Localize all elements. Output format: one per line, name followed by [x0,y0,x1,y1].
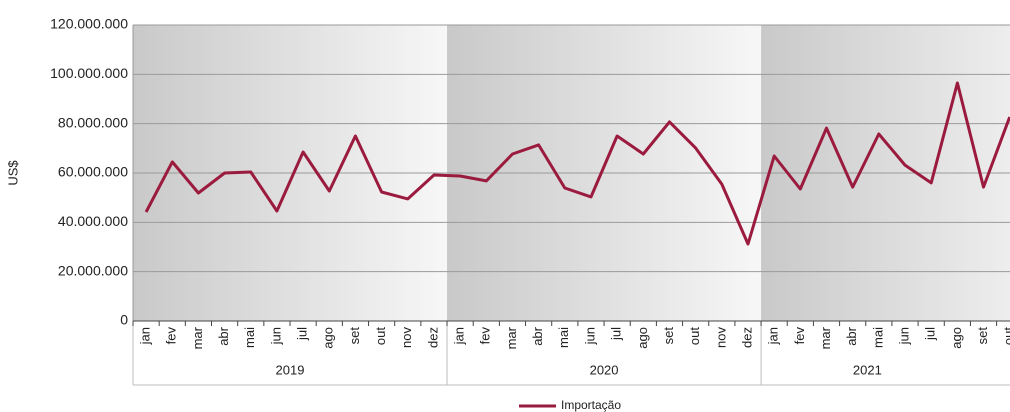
x-tick-label: set [975,327,990,345]
x-tick-label: abr [844,326,859,345]
x-tick-label: jan [138,327,153,345]
x-tick-label: abr [530,326,545,345]
year-label: 2020 [590,362,619,377]
x-tick-label: jan [766,327,781,345]
year-label: 2019 [276,362,305,377]
legend-label: Importação [561,398,621,412]
x-tick-label: jun [268,327,283,345]
x-tick-label: nov [713,327,728,348]
x-tick-label: jun [582,327,597,345]
y-tick-label: 100.000.000 [50,65,128,81]
x-tick-label: jan [452,327,467,345]
x-tick-label: set [661,327,676,345]
x-tick-label: set [347,327,362,345]
x-tick-label: mar [504,326,519,349]
year-label: 2021 [853,362,882,377]
x-tick-label: ago [321,327,336,349]
x-tick-label: mai [870,327,885,348]
y-axis-label: US$ [5,160,20,186]
x-tick-label: out [373,327,388,345]
x-tick-label: nov [399,327,414,348]
x-tick-label: jul [609,327,624,341]
x-tick-label: ago [949,327,964,349]
x-tick-label: mai [242,327,257,348]
y-tick-label: 0 [120,312,128,328]
x-tick-label: fev [478,327,493,345]
x-tick-label: fev [164,327,179,345]
x-tick-label: jul [923,327,938,341]
x-tick-label: fev [792,327,807,345]
x-tick-label: dez [739,327,754,348]
x-tick-label: abr [216,326,231,345]
y-tick-label: 20.000.000 [58,262,128,278]
x-tick-label: jun [896,327,911,345]
x-tick-label: dez [425,327,440,348]
y-tick-label: 120.000.000 [50,16,128,32]
x-tick-label: out [1001,327,1010,345]
x-tick-label: mai [556,327,571,348]
x-tick-label: ago [635,327,650,349]
x-tick-label: mar [190,326,205,349]
y-tick-label: 60.000.000 [58,164,128,180]
series-line [144,81,1010,246]
x-tick-label: mar [818,326,833,349]
y-tick-label: 40.000.000 [58,213,128,229]
x-tick-label: jul [295,327,310,341]
x-tick-label: out [687,327,702,345]
y-tick-label: 80.000.000 [58,114,128,130]
